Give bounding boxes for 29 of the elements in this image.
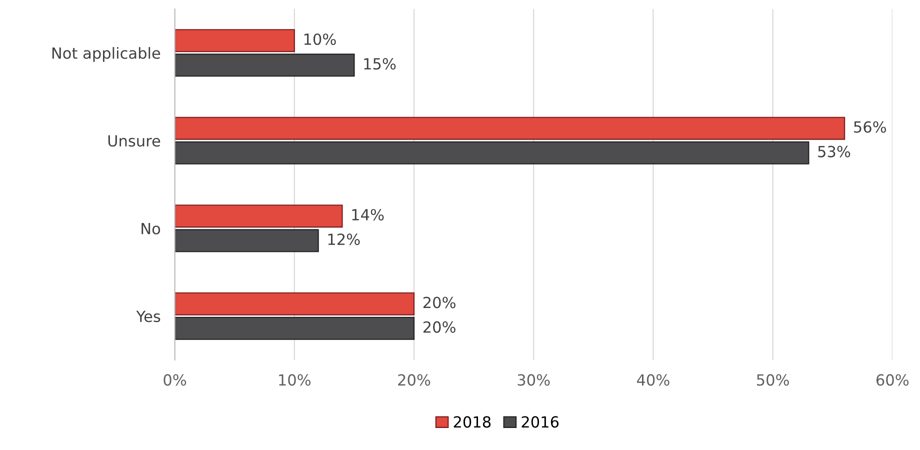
data-label: 10% — [304, 33, 336, 46]
legend-label: 2016 — [522, 416, 559, 428]
bar — [174, 141, 810, 164]
x-tick-label: 40% — [636, 374, 670, 386]
y-tick-label: Yes — [136, 310, 160, 322]
data-label: 20% — [423, 296, 456, 308]
x-tick-label: 0% — [164, 374, 186, 386]
y-tick-label: Unsure — [108, 135, 160, 147]
bar — [174, 229, 319, 252]
bar — [174, 292, 415, 316]
data-label: 20% — [423, 321, 456, 333]
data-label: 12% — [328, 234, 360, 246]
data-label: 15% — [364, 58, 396, 70]
data-label: 14% — [352, 208, 384, 221]
bar — [174, 316, 415, 340]
x-tick-label: 60% — [876, 374, 909, 386]
y-tick-label: Not applicable — [52, 47, 160, 62]
bar — [174, 54, 355, 77]
bar — [174, 29, 295, 52]
x-tick-label: 10% — [279, 374, 311, 386]
x-tick-label: 30% — [518, 374, 550, 386]
legend-label: 2018 — [454, 416, 491, 428]
x-tick-label: 20% — [398, 374, 430, 386]
data-label: 56% — [854, 121, 886, 133]
bar — [174, 116, 846, 140]
bar — [174, 204, 343, 228]
y-tick-label: No — [142, 223, 160, 234]
x-tick-label: 50% — [757, 374, 789, 386]
data-label: 53% — [818, 146, 850, 158]
